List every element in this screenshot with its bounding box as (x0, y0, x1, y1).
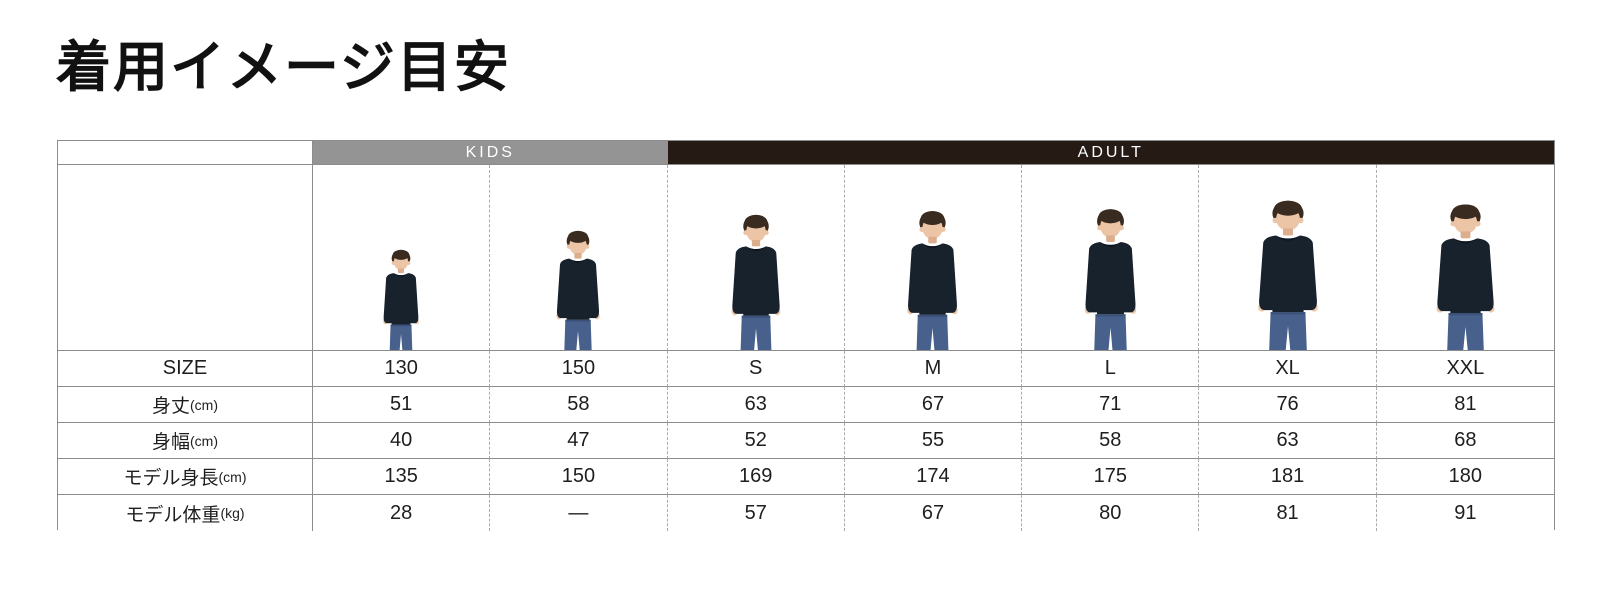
photo-row-blank-cell (58, 165, 313, 351)
body-length-cell: 71 (1022, 387, 1200, 423)
header-blank-cell (58, 141, 313, 165)
model-photo-l (1022, 165, 1200, 351)
size-cell-130: 130 (313, 351, 491, 387)
model-height-cell: 169 (667, 459, 845, 495)
model-height-cell: 181 (1199, 459, 1377, 495)
model-weight-cell: 91 (1376, 495, 1554, 531)
body-width-cell: 63 (1199, 423, 1377, 459)
model-height-cell: 174 (844, 459, 1023, 495)
body-width-row-label: 身幅 (cm) (58, 423, 313, 459)
size-cell-l: L (1022, 351, 1200, 387)
adult-group-header: ADULT (667, 141, 1554, 165)
row-label-unit: (cm) (190, 432, 218, 449)
body-length-cell: 51 (313, 387, 491, 423)
page-title: 着用イメージ目安 (56, 36, 511, 98)
model-photo-m (844, 165, 1023, 351)
body-width-cell: 58 (1022, 423, 1200, 459)
model-height-cell: 180 (1376, 459, 1554, 495)
size-row-label: SIZE (58, 351, 313, 387)
adult-model-figure-icon (1233, 192, 1343, 350)
body-width-cell: 55 (844, 423, 1023, 459)
size-cell-m: M (844, 351, 1023, 387)
body-width-cell: 40 (313, 423, 491, 459)
body-width-cell: 47 (490, 423, 668, 459)
model-photo-s (667, 165, 845, 351)
body-length-row-label: 身丈 (cm) (58, 387, 313, 423)
model-weight-row-label: モデル体重 (kg) (58, 495, 313, 531)
row-label-text: モデル体重 (125, 504, 221, 526)
body-length-cell: 81 (1376, 387, 1554, 423)
adult-group-label: ADULT (1077, 143, 1144, 161)
size-cell-150: 150 (490, 351, 668, 387)
row-label-unit: (kg) (220, 505, 245, 521)
model-photo-150 (490, 165, 668, 351)
model-weight-cell: 81 (1199, 495, 1377, 531)
model-weight-cell: 28 (313, 495, 491, 531)
model-photo-xl (1199, 165, 1377, 351)
model-weight-cell: 80 (1022, 495, 1200, 531)
kid-model-figure-icon (538, 224, 618, 350)
body-width-cell: 68 (1376, 423, 1554, 459)
row-label-unit: (cm) (218, 468, 247, 485)
model-height-cell: 150 (490, 459, 668, 495)
model-weight-cell: 67 (844, 495, 1023, 531)
model-weight-cell: 57 (667, 495, 845, 531)
row-label-text: 身丈 (151, 396, 190, 417)
body-length-cell: 76 (1199, 387, 1377, 423)
size-cell-xxl: XXL (1376, 351, 1554, 387)
size-cell-s: S (667, 351, 845, 387)
model-photo-130 (313, 165, 491, 351)
model-height-cell: 135 (313, 459, 491, 495)
adult-model-figure-icon (1412, 196, 1519, 350)
size-chart-table: KIDS ADULT SIZE 130 150 S (57, 140, 1555, 531)
body-length-cell: 63 (667, 387, 845, 423)
kid-model-figure-icon (368, 244, 434, 350)
kids-group-label: KIDS (465, 143, 515, 161)
kids-group-header: KIDS (313, 141, 668, 165)
row-label-text: 身幅 (151, 432, 190, 453)
body-length-cell: 58 (490, 387, 668, 423)
size-cell-xl: XL (1199, 351, 1377, 387)
body-width-cell: 52 (667, 423, 845, 459)
model-weight-cell: — (490, 495, 668, 531)
adult-model-figure-icon (1063, 201, 1158, 350)
model-height-cell: 175 (1022, 459, 1200, 495)
model-photo-xxl (1376, 165, 1554, 351)
body-length-cell: 67 (844, 387, 1023, 423)
adult-model-figure-icon (886, 203, 979, 350)
model-height-row-label: モデル身長 (cm) (58, 459, 313, 495)
row-label-text: モデル身長 (123, 468, 219, 489)
row-label-unit: (cm) (190, 396, 218, 413)
adult-model-figure-icon (711, 207, 801, 350)
